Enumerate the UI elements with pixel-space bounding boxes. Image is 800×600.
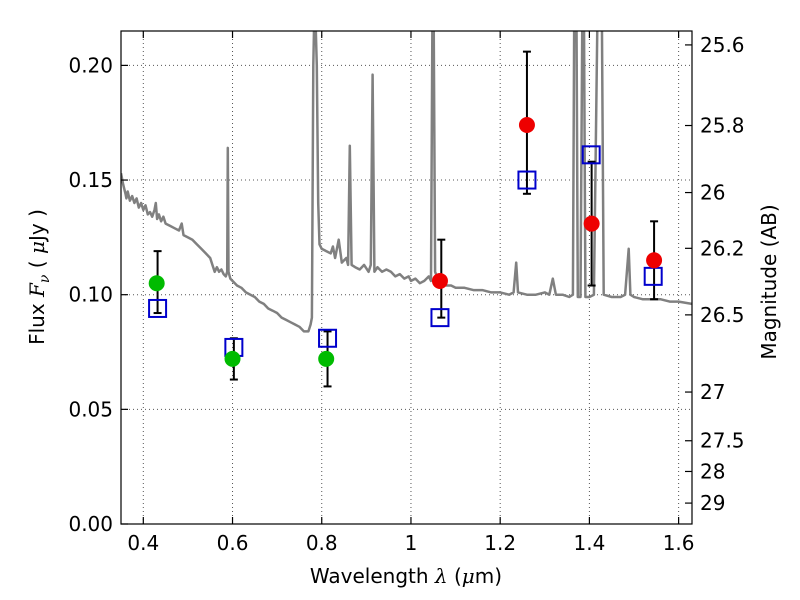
marker-layer (148, 50, 663, 388)
y-axis-unit-mu: μ (25, 241, 49, 254)
photometry-point (518, 117, 535, 134)
x-axis-label: Wavelength (310, 564, 429, 588)
y-axis-symbol: F (25, 282, 49, 298)
y-axis-symbol-sub: ν (37, 274, 53, 283)
spectrum-line (121, 31, 692, 333)
ticks: 0.4 0.6 0.8 1 1.2 1.4 1.6 0.00 0.05 0.10 0.15 0.20 2… (68, 31, 745, 555)
x-axis-title: Wavelength λ (μm) (310, 564, 502, 588)
x-axis-unit-mu: μ (462, 564, 475, 588)
x-tick-label: 1.2 (484, 531, 516, 555)
model-square-point (148, 298, 168, 318)
y-tick-label: 0.00 (68, 512, 113, 536)
y2-tick-label: 26.2 (700, 236, 745, 260)
y-tick-label: 0.10 (68, 283, 113, 307)
x-tick-label: 1.6 (663, 531, 695, 555)
plot-frame (120, 30, 693, 525)
y-axis-unit-rest: Jy ) (25, 209, 49, 243)
y-axis-unit-open: ( (25, 260, 49, 268)
y2-tick-label: 25.6 (700, 33, 745, 57)
photometry-point (583, 215, 600, 232)
y2-tick-label: 26 (700, 181, 725, 205)
photometry-point (318, 350, 335, 367)
x-tick-label: 1 (405, 531, 418, 555)
y2-tick-label: 26.5 (700, 303, 745, 327)
photometry-point (646, 252, 663, 269)
data-layer (121, 31, 692, 333)
x-axis-symbol: λ (434, 564, 448, 588)
x-tick-label: 0.8 (306, 531, 338, 555)
model-square-point (517, 170, 537, 190)
y-axis-label: Flux (25, 303, 49, 345)
photometry-point (148, 275, 165, 292)
photometry-point (224, 350, 241, 367)
model-square-point (581, 145, 601, 165)
y-axis-title: Flux Fν ( μJy ) (25, 209, 53, 345)
x-tick-label: 0.6 (217, 531, 249, 555)
y2-axis-title: Magnitude (AB) (757, 204, 781, 359)
photometry-point (431, 272, 448, 289)
y-tick-label: 0.05 (68, 397, 113, 421)
x-axis-unit-rest: m) (475, 564, 502, 588)
model-square-point (430, 308, 450, 328)
y-tick-label: 0.15 (68, 168, 113, 192)
y-tick-label: 0.20 (68, 53, 113, 77)
y2-tick-label: 29 (700, 491, 725, 515)
model-square-point (318, 328, 338, 348)
y2-tick-label: 27 (700, 380, 725, 404)
y2-tick-label: 28 (700, 459, 725, 483)
x-axis-unit-open: ( (454, 564, 462, 588)
x-tick-label: 1.4 (573, 531, 605, 555)
y2-tick-label: 25.8 (700, 114, 745, 138)
x-tick-label: 0.4 (127, 531, 159, 555)
y2-tick-label: 27.5 (700, 429, 745, 453)
